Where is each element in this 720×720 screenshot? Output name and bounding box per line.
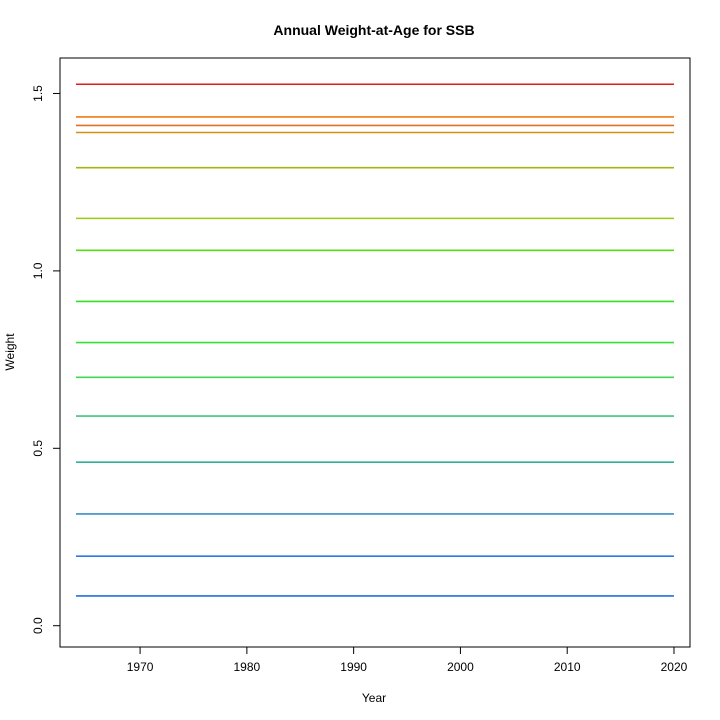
series-group bbox=[76, 83, 674, 597]
y-tick-label-0: 0.0 bbox=[31, 617, 45, 634]
chart-title: Annual Weight-at-Age for SSB bbox=[273, 22, 474, 38]
y-tick-label-3: 1.5 bbox=[31, 85, 45, 102]
x-tick-label-1990: 1990 bbox=[340, 660, 367, 674]
y-axis-label: Weight bbox=[3, 333, 17, 371]
y-tick-label-2: 1.0 bbox=[31, 262, 45, 279]
x-tick-label-1970: 1970 bbox=[127, 660, 154, 674]
x-tick-label-1980: 1980 bbox=[234, 660, 261, 674]
y-axis: 0.0 0.5 1.0 1.5 bbox=[31, 85, 60, 634]
x-tick-label-2000: 2000 bbox=[447, 660, 474, 674]
y-tick-label-1: 0.5 bbox=[31, 440, 45, 457]
plot-frame-group bbox=[59, 57, 691, 648]
x-axis-label: Year bbox=[362, 691, 386, 705]
x-tick-label-2010: 2010 bbox=[554, 660, 581, 674]
x-tick-label-2020: 2020 bbox=[661, 660, 688, 674]
x-axis: 1970 1980 1990 2000 2010 2020 bbox=[127, 647, 688, 674]
plot-frame bbox=[59, 57, 691, 648]
